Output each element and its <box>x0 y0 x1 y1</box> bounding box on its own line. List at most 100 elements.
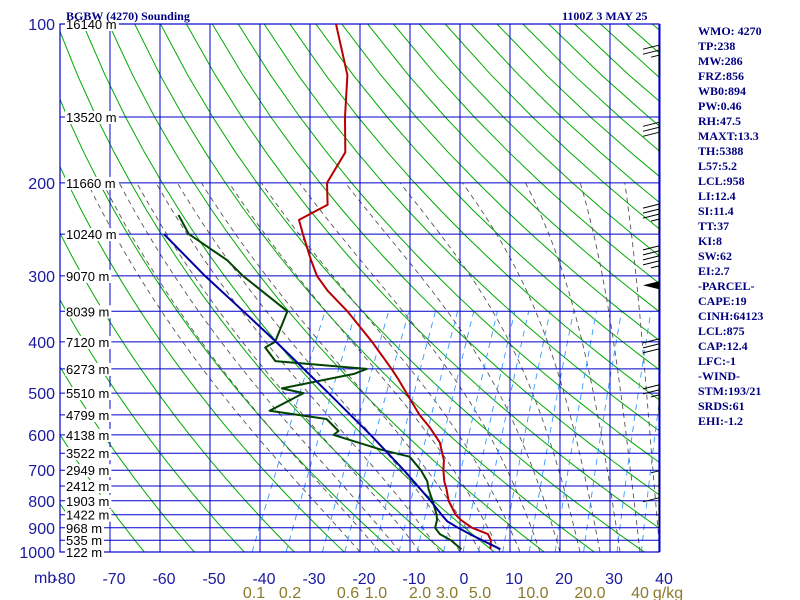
wind-barb-full <box>642 250 660 256</box>
height-label-bg <box>65 521 104 535</box>
wind-barb-full <box>642 44 660 50</box>
wind-barbs <box>642 44 660 528</box>
height-label: 4138 m <box>66 428 109 443</box>
chart-title: BGBW (4270) Sounding <box>66 9 190 23</box>
height-label-bg <box>65 408 112 422</box>
height-label: 2412 m <box>66 479 109 494</box>
height-label: 7120 m <box>66 335 109 350</box>
dry-adiabat <box>134 24 595 552</box>
wind-barb-full <box>642 348 660 354</box>
dry-adiabat <box>548 24 659 127</box>
temperature-tick-label: -50 <box>202 571 225 588</box>
height-label-bg <box>65 428 112 442</box>
stability-index: TH:5388 <box>698 144 743 158</box>
pressure-tick-label: 900 <box>28 521 55 538</box>
temperature-tick-label: 20 <box>555 571 573 588</box>
dry-adiabat <box>574 24 659 102</box>
stability-index: -PARCEL- <box>698 279 754 293</box>
wind-barb-half <box>650 470 660 474</box>
height-label: 11660 m <box>66 176 116 191</box>
dry-adiabat <box>60 30 445 552</box>
stability-index: SW:62 <box>698 249 732 263</box>
temperature-tick-label: 30 <box>605 571 623 588</box>
mixing-ratio-label: 40 <box>631 585 649 600</box>
height-label: 8039 m <box>66 304 109 319</box>
moist-adiabat <box>155 182 441 552</box>
pressure-tick-label: 600 <box>28 428 55 445</box>
mixing-ratio-line <box>640 400 659 552</box>
dry-adiabat <box>756 24 800 552</box>
stability-index: LI:12.4 <box>698 189 736 203</box>
mixing-ratio-label: 2.0 <box>409 585 431 600</box>
stability-index: CAPE:19 <box>698 294 747 308</box>
stability-index: SRDS:61 <box>698 399 745 413</box>
mixing-ratio-label: 0.1 <box>243 585 265 600</box>
stability-index: SI:11.4 <box>698 204 734 218</box>
moist-adiabat <box>87 182 361 552</box>
mixing-ratio-label: 0.2 <box>279 585 301 600</box>
mixing-ratio-line <box>416 311 475 552</box>
stability-index: WB0:894 <box>698 84 746 98</box>
height-label: 122 m <box>66 545 102 560</box>
wind-barb-full <box>642 245 660 251</box>
pressure-tick-label: 200 <box>28 176 55 193</box>
stability-index: LFC:-1 <box>698 354 736 368</box>
dry-adiabat <box>211 24 659 496</box>
moist-adiabat-lines <box>87 182 659 552</box>
stability-index: RH:47.5 <box>698 114 741 128</box>
pressure-tick-label: 300 <box>28 269 55 286</box>
moist-adiabat <box>624 182 659 546</box>
height-label: 16140 m <box>66 17 117 32</box>
parcel-line <box>163 233 501 551</box>
temperature-tick-label: -30 <box>302 571 325 588</box>
height-label: 3522 m <box>66 446 109 461</box>
wind-barb-full <box>642 131 660 137</box>
stability-index: -WIND- <box>698 369 740 383</box>
height-label-bg <box>65 228 119 242</box>
stability-index: MW:286 <box>698 54 743 68</box>
stability-indices-panel: WMO: 4270TP:238MW:286FRZ:856WB0:894PW:0.… <box>698 24 763 428</box>
temperature-line <box>298 24 492 550</box>
wind-barb-full <box>642 255 660 261</box>
wind-barb-half <box>650 54 660 58</box>
height-label-bg <box>65 480 112 493</box>
wind-barb-full <box>642 208 660 214</box>
wind-barb-full <box>642 121 660 127</box>
stability-index: CAP:12.4 <box>698 339 748 353</box>
stability-index: PW:0.46 <box>698 99 742 113</box>
height-label: 1422 m <box>66 508 109 523</box>
height-label-bg <box>65 447 112 461</box>
height-label-bg <box>65 362 112 376</box>
chart-datetime: 1100Z 3 MAY 25 <box>562 9 647 23</box>
stability-index: MAXT:13.3 <box>698 129 759 143</box>
dry-adiabat <box>782 24 800 552</box>
mixing-ratio-line <box>502 311 551 552</box>
temperature-tick-label: -20 <box>352 571 375 588</box>
temperature-tick-label: -40 <box>252 571 275 588</box>
sounding-series <box>163 24 501 551</box>
stability-index: WMO: 4270 <box>698 24 762 38</box>
wind-barb-full <box>642 497 660 503</box>
moist-adiabat <box>462 182 601 552</box>
dry-adiabat-lines <box>60 24 800 552</box>
wind-barb-full <box>642 389 660 395</box>
stability-index: LCL:875 <box>698 324 745 338</box>
height-label: 1903 m <box>66 494 109 509</box>
stability-index: EI:2.7 <box>698 264 730 278</box>
dry-adiabat <box>185 24 659 529</box>
pressure-tick-label: 500 <box>28 386 55 403</box>
wind-barb-full <box>642 126 660 132</box>
mixing-ratio-line <box>583 311 623 552</box>
stability-index: TT:37 <box>698 219 729 233</box>
wind-barb-full <box>642 213 660 219</box>
temperature-tick-label: -70 <box>102 571 125 588</box>
mixing-ratio-label: 3.0 <box>436 585 458 600</box>
mixing-ratio-line <box>554 311 597 552</box>
height-label: 13520 m <box>66 110 117 125</box>
height-label-bg <box>65 269 112 283</box>
pressure-temperature-grid <box>59 23 661 553</box>
stability-index: TP:238 <box>698 39 735 53</box>
height-label-bg <box>65 305 112 319</box>
